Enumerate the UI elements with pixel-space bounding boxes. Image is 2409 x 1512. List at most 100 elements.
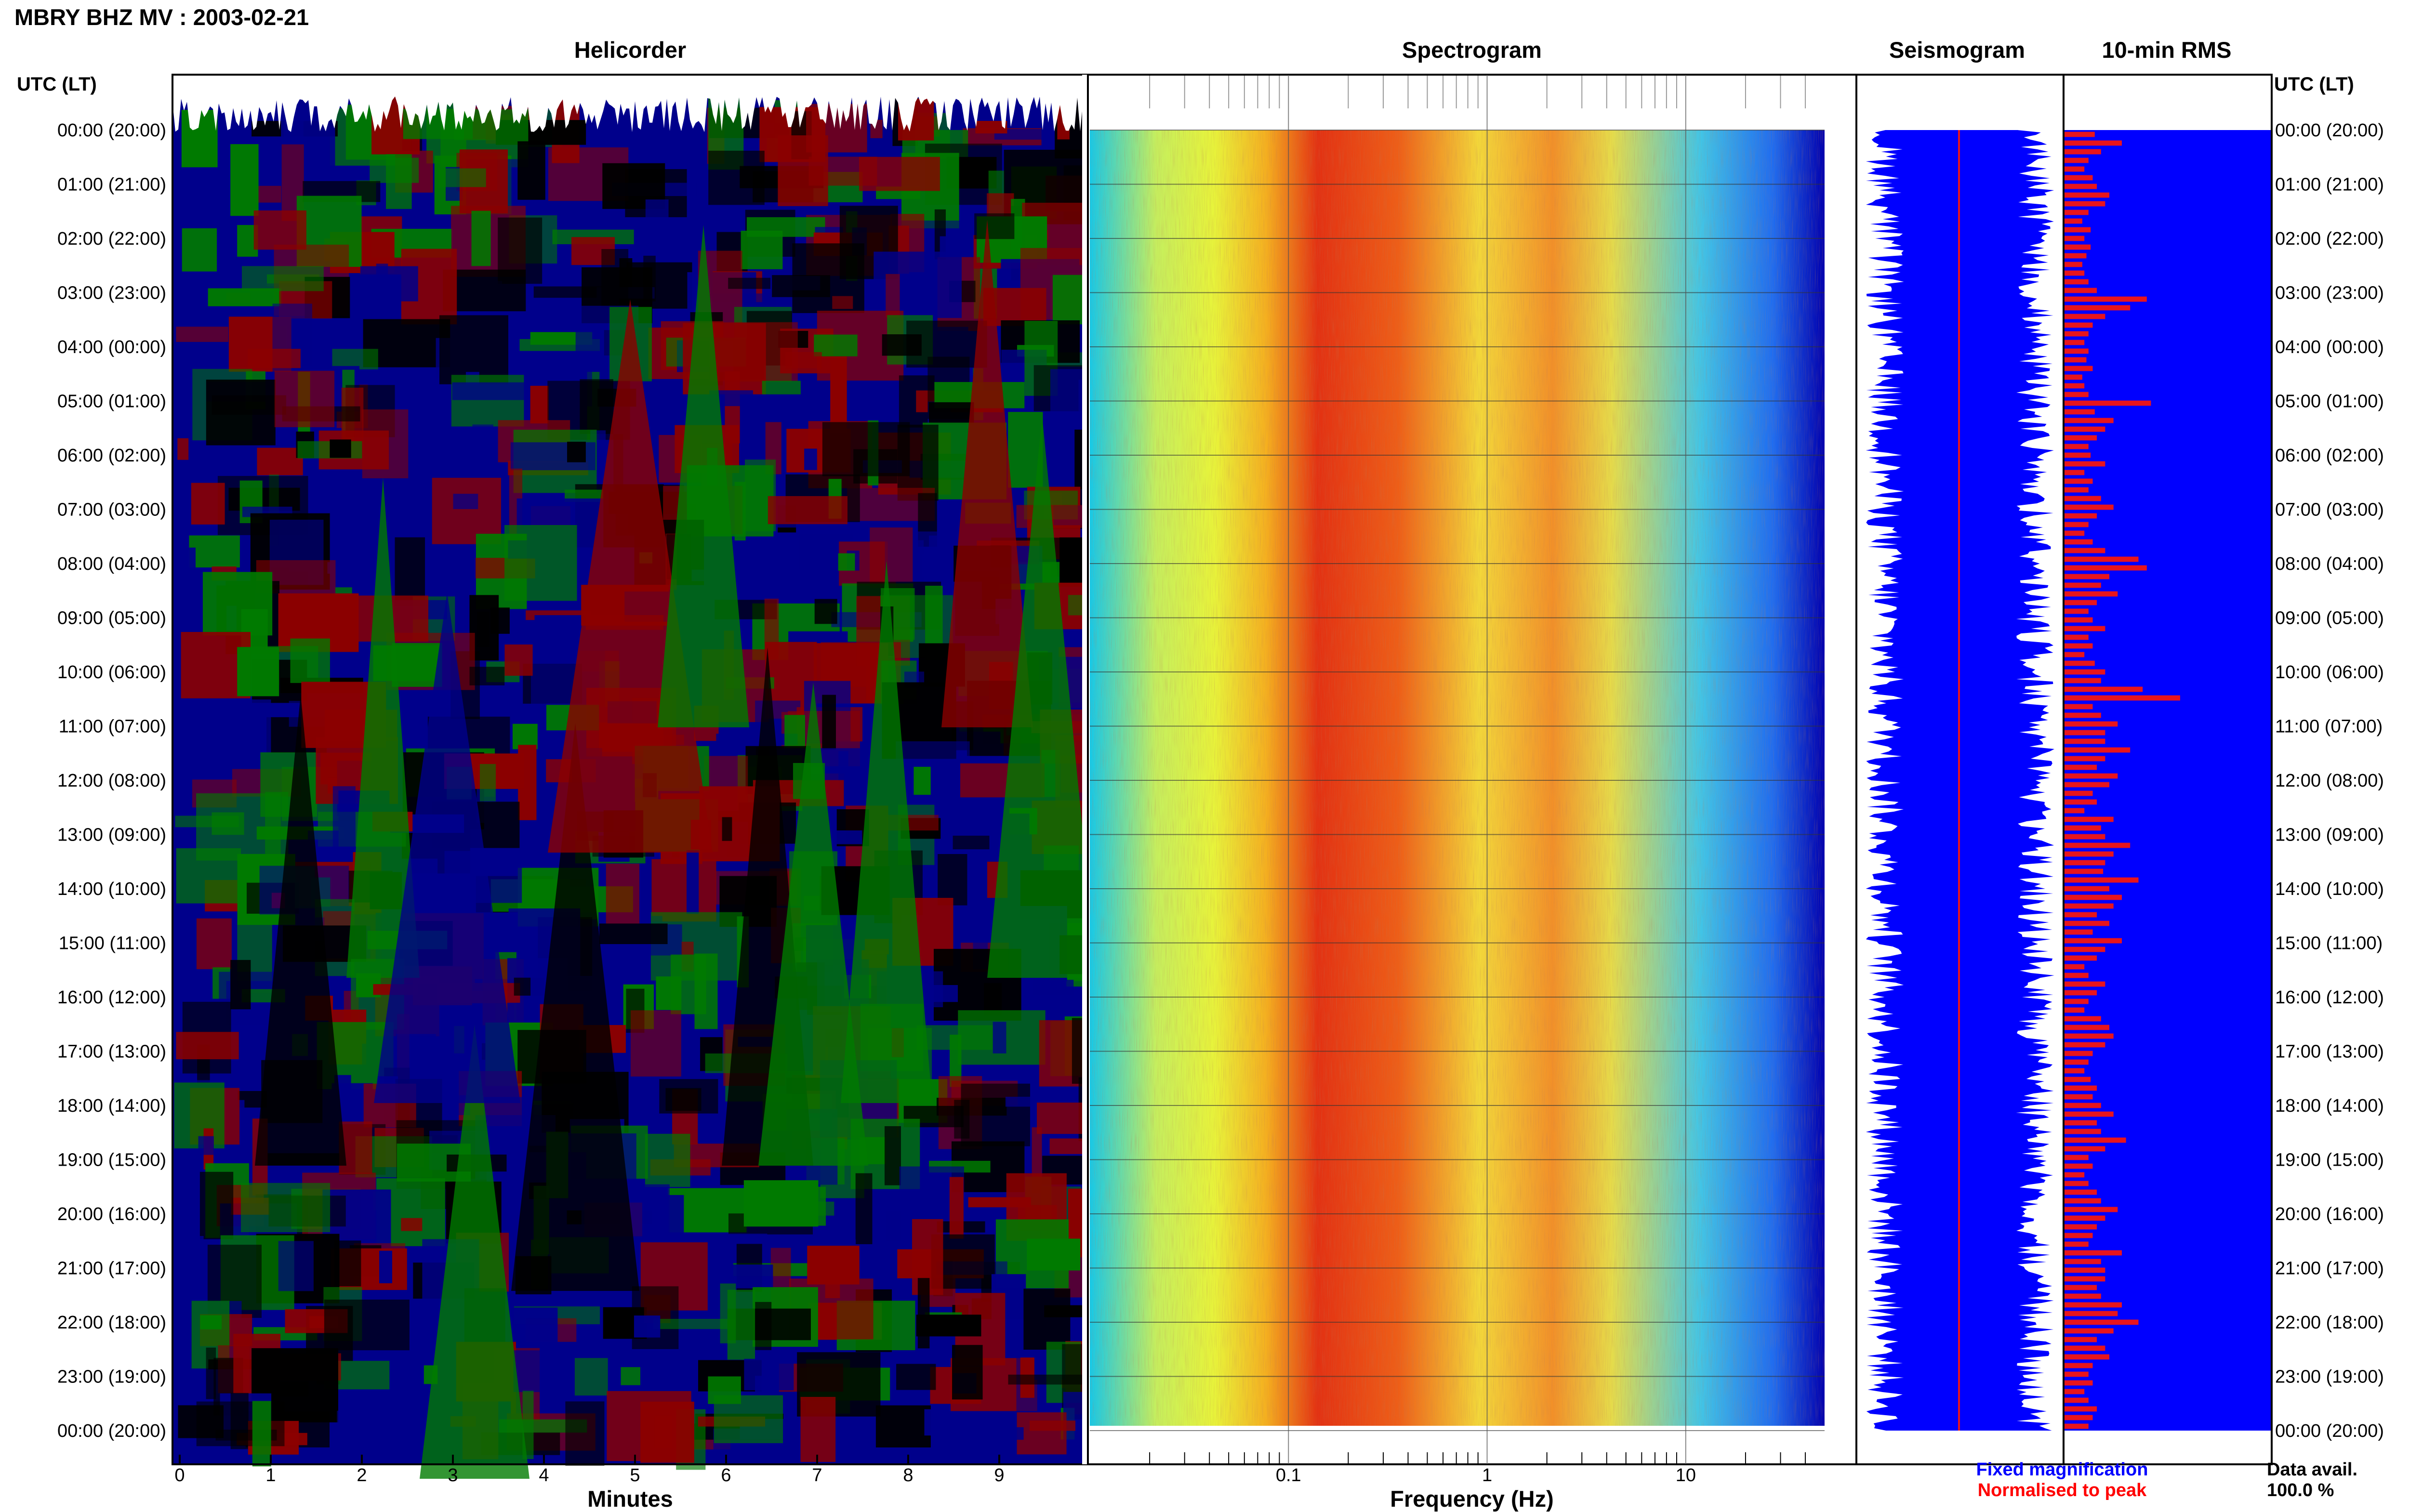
rms-bar (2064, 487, 2089, 493)
rms-bar (2064, 192, 2109, 198)
row-label-left: 23:00 (19:00) (57, 1367, 166, 1387)
utc-lt-header-right: UTC (LT) (2274, 74, 2354, 95)
rms-bar (2064, 1059, 2089, 1065)
helicorder-trace-segment (762, 381, 801, 394)
rms-bar (2064, 808, 2085, 814)
helicorder-xtick-label: 5 (630, 1465, 640, 1486)
rms-bar (2064, 149, 2101, 155)
rms-bar (2064, 730, 2105, 736)
helicorder-trace-segment (996, 1427, 1024, 1440)
row-label-left: 20:00 (16:00) (57, 1204, 166, 1224)
rms-bar (2064, 608, 2089, 614)
rms-bar (2064, 1389, 2085, 1394)
rms-bar (2064, 1033, 2114, 1039)
rms-bar (2064, 617, 2093, 623)
row-label-left: 17:00 (13:00) (57, 1042, 166, 1062)
rms-bar (2064, 652, 2085, 657)
rms-bar (2064, 660, 2095, 666)
helicorder-event (511, 723, 639, 1291)
helicorder-trace-segment (392, 643, 442, 687)
row-label-left: 05:00 (01:00) (57, 392, 166, 412)
rms-bar (2064, 1371, 2089, 1377)
helicorder-trace-segment (469, 667, 505, 685)
rms-bar (2064, 1224, 2097, 1230)
row-label-right: 05:00 (01:00) (2275, 392, 2384, 412)
helicorder-trace-segment (838, 553, 855, 571)
helicorder-trace-segment (875, 1405, 931, 1447)
rms-bar (2064, 470, 2085, 475)
row-label-left: 16:00 (12:00) (57, 987, 166, 1008)
helicorder-traces (172, 75, 1165, 1479)
data-avail-label: Data avail. (2267, 1459, 2357, 1480)
rms-bar (2064, 565, 2147, 571)
helicorder-trace-segment (822, 695, 836, 750)
rms-bar (2064, 773, 2118, 779)
rms-bar (2064, 582, 2101, 588)
helicorder-xtick-label: 9 (994, 1465, 1004, 1486)
rms-bar (2064, 1129, 2101, 1134)
rms-bar (2064, 591, 2118, 597)
helicorder-trace-segment (242, 266, 324, 291)
row-label-right: 11:00 (07:00) (2275, 717, 2383, 737)
helicorder-trace-segment (176, 848, 241, 904)
helicorder-trace-segment (438, 168, 486, 187)
rms-bar (2064, 426, 2105, 432)
rms-bar (2064, 1051, 2093, 1056)
rms-bar (2064, 877, 2139, 883)
helicorder-trace-segment (634, 1315, 661, 1338)
rms-bar (2064, 400, 2151, 406)
helicorder-trace-segment (974, 213, 1015, 239)
helicorder-xtick-label: 3 (448, 1465, 458, 1486)
helicorder-trace-segment (324, 1300, 410, 1351)
rms-bar (2064, 678, 2101, 684)
helicorder-trace-segment (656, 976, 682, 1010)
rms-bar (2064, 1345, 2105, 1351)
rms-bar (2064, 721, 2118, 727)
row-label-right: 00:00 (20:00) (2275, 1421, 2384, 1441)
rms-bar (2064, 1328, 2114, 1334)
spectrogram-panel (1087, 74, 1857, 1465)
helicorder-trace-segment (182, 228, 217, 272)
row-label-left: 09:00 (05:00) (57, 608, 166, 629)
row-label-right: 03:00 (23:00) (2275, 283, 2384, 303)
rms-bar (2064, 929, 2093, 935)
rms-bar (2064, 131, 2095, 137)
rms-bar (2064, 1285, 2097, 1290)
row-label-left: 12:00 (08:00) (57, 771, 166, 791)
helicorder-trace-segment (640, 1401, 694, 1463)
rms-bar (2064, 1397, 2089, 1403)
rms-panel (2063, 74, 2273, 1465)
helicorder-trace-segment (241, 1183, 331, 1232)
rms-bar (2064, 331, 2089, 337)
row-label-right: 12:00 (08:00) (2275, 771, 2384, 791)
data-avail-value: 100.0 % (2267, 1480, 2334, 1500)
helicorder-trace-segment (379, 1250, 392, 1284)
plot-title: MBRY BHZ MV : 2003-02-21 (14, 4, 309, 30)
rms-bar (2064, 1363, 2093, 1368)
helicorder-xtick-label: 8 (903, 1465, 913, 1486)
helicorder-trace-segment (337, 1410, 410, 1428)
row-label-right: 17:00 (13:00) (2275, 1042, 2384, 1062)
rms-bar (2064, 834, 2105, 840)
rms-bar (2064, 886, 2109, 892)
helicorder-trace-segment (202, 572, 273, 636)
helicorder-trace-segment (1023, 1288, 1071, 1350)
rms-bar (2064, 1276, 2105, 1282)
helicorder-trace-segment (645, 1133, 690, 1187)
helicorder-trace-segment (993, 1022, 1006, 1053)
rms-bar (2064, 634, 2089, 640)
rms-bar (2064, 868, 2104, 874)
rms-bar (2064, 1198, 2101, 1204)
rms-bar (2064, 452, 2091, 458)
spectrogram-xticks: 0.1 1 10 (1276, 75, 1696, 1486)
helicorder-trace-segment (230, 144, 259, 216)
helicorder-event (255, 695, 346, 1166)
rms-bar (2064, 712, 2101, 718)
legend-fixed-magnification: Fixed magnification (1976, 1459, 2148, 1480)
rms-bar (2064, 270, 2085, 276)
helicorder-trace-segment (370, 158, 419, 183)
rms-bar (2064, 973, 2089, 978)
rms-bar (2064, 1250, 2122, 1256)
helicorder-trace-segment (278, 1241, 314, 1291)
helicorder-trace-segment (1017, 1412, 1067, 1455)
